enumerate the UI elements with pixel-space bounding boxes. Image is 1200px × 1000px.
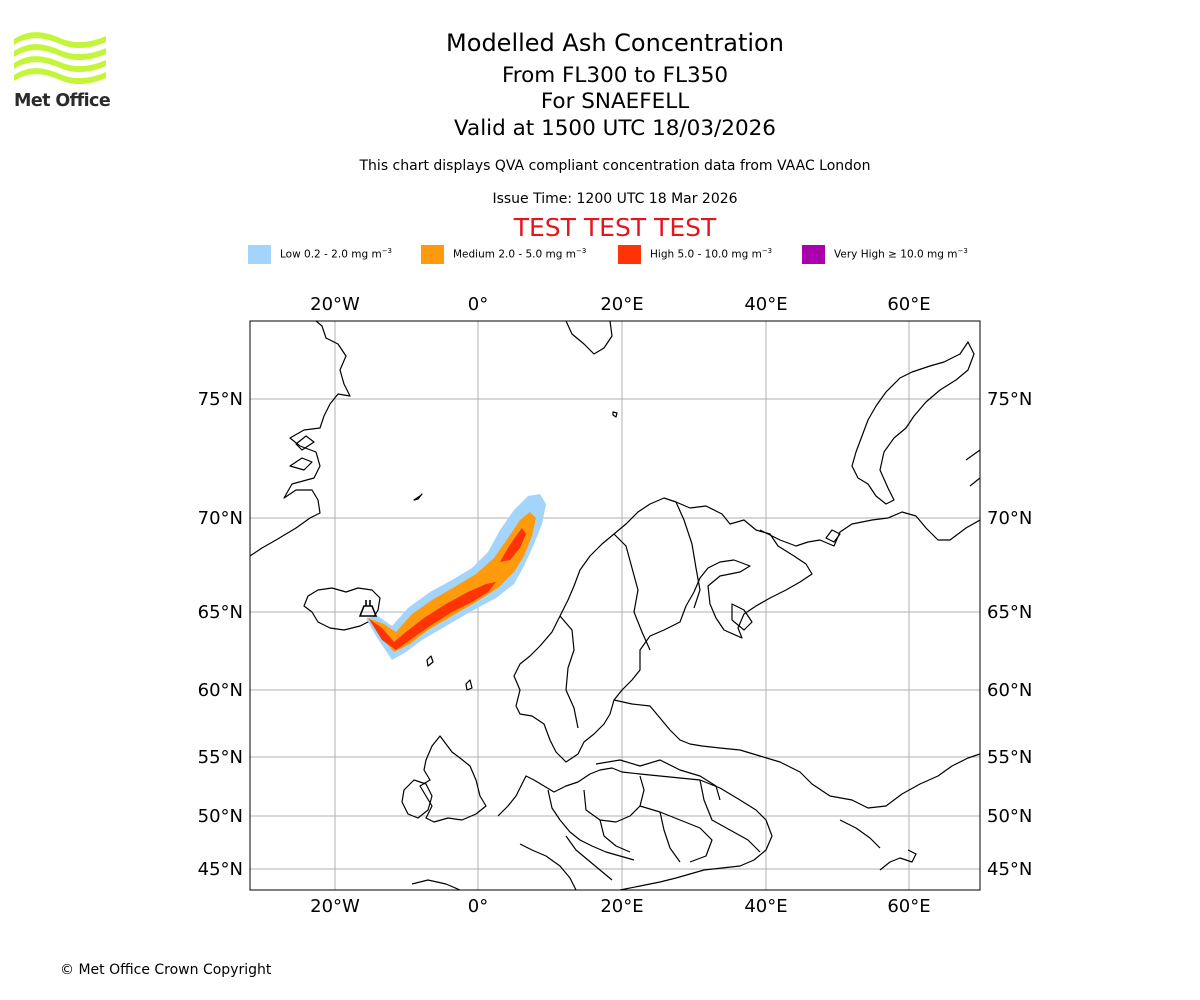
lon-label-top: 0° — [468, 294, 488, 315]
lon-label-top: 60°E — [887, 294, 930, 315]
lon-label-bottom: 20°W — [310, 896, 360, 917]
lat-label-left: 65°N — [198, 602, 243, 623]
valid-time: Valid at 1500 UTC 18/03/2026 — [453, 116, 776, 141]
ireland-coast — [401, 779, 433, 819]
lon-label-bottom: 20°E — [600, 896, 643, 917]
lat-label-right: 60°N — [987, 680, 1032, 701]
lat-label-right: 50°N — [987, 806, 1032, 827]
lat-label-left: 50°N — [198, 806, 243, 827]
map-frame — [249, 320, 981, 891]
ash-plume — [366, 494, 546, 660]
chart-title: Modelled Ash Concentration — [446, 29, 784, 57]
legend-item-low: Low 0.2 - 2.0 mg m−3 — [248, 244, 392, 264]
legend-swatch-high — [618, 244, 641, 264]
plume-high — [369, 582, 496, 650]
lat-label-left: 75°N — [198, 389, 243, 410]
copyright-notice: © Met Office Crown Copyright — [60, 962, 272, 978]
legend-item-very-high: Very High ≥ 10.0 mg m−3 — [802, 244, 968, 264]
lon-labels-bottom: 20°W 0° 20°E 40°E 60°E — [310, 896, 930, 917]
lat-label-left: 55°N — [198, 747, 243, 768]
europe-coast — [497, 767, 773, 890]
lat-label-left: 70°N — [198, 508, 243, 529]
iceland-coast — [303, 587, 381, 631]
lat-label-right: 75°N — [987, 389, 1032, 410]
legend-label-high: High 5.0 - 10.0 mg m — [650, 248, 762, 261]
legend-item-high: High 5.0 - 10.0 mg m−3 — [618, 244, 772, 264]
lon-label-top: 40°E — [744, 294, 787, 315]
issue-time: Issue Time: 1200 UTC 18 Mar 2026 — [492, 191, 738, 207]
lat-label-right: 65°N — [987, 602, 1032, 623]
lat-label-left: 60°N — [198, 680, 243, 701]
legend-label-low: Low 0.2 - 2.0 mg m — [280, 248, 382, 261]
lon-labels-top: 20°W 0° 20°E 40°E 60°E — [310, 294, 930, 315]
met-office-logo-text: Met Office — [14, 91, 111, 111]
lat-labels-left: 75°N 70°N 65°N 60°N 55°N 50°N 45°N — [198, 389, 243, 880]
legend-label-medium: Medium 2.0 - 5.0 mg m — [453, 248, 576, 261]
legend-label-very-high: Very High ≥ 10.0 mg m — [834, 248, 958, 261]
lon-label-top: 20°E — [600, 294, 643, 315]
lon-label-top: 20°W — [310, 294, 360, 315]
volcano-name: For SNAEFELL — [540, 89, 690, 114]
legend-swatch-medium — [421, 244, 444, 264]
lat-label-right: 45°N — [987, 859, 1032, 880]
great-britain-coast — [419, 735, 487, 823]
met-office-logo-waves — [14, 32, 106, 85]
lat-labels-right: 75°N 70°N 65°N 60°N 55°N 50°N 45°N — [987, 389, 1032, 880]
coastlines — [250, 321, 980, 890]
test-banner: TEST TEST TEST — [513, 213, 717, 242]
novaya-zemlya — [851, 341, 975, 505]
flight-level-range: From FL300 to FL350 — [501, 63, 729, 88]
plume-medium — [368, 512, 536, 652]
qva-notice: This chart displays QVA compliant concen… — [359, 158, 871, 174]
legend-swatch-very-high — [802, 244, 825, 264]
lon-label-bottom: 0° — [468, 896, 488, 917]
lat-label-left: 45°N — [198, 859, 243, 880]
legend-item-medium: Medium 2.0 - 5.0 mg m−3 — [421, 244, 586, 264]
scandinavia-coast — [513, 497, 813, 763]
lon-label-bottom: 40°E — [744, 896, 787, 917]
lat-label-right: 70°N — [987, 508, 1032, 529]
lat-label-right: 55°N — [987, 747, 1032, 768]
legend-swatch-low — [248, 244, 271, 264]
volcano-marker — [358, 600, 378, 617]
lon-label-bottom: 60°E — [887, 896, 930, 917]
greenland-coast — [250, 321, 351, 557]
map-gridlines — [250, 321, 980, 890]
